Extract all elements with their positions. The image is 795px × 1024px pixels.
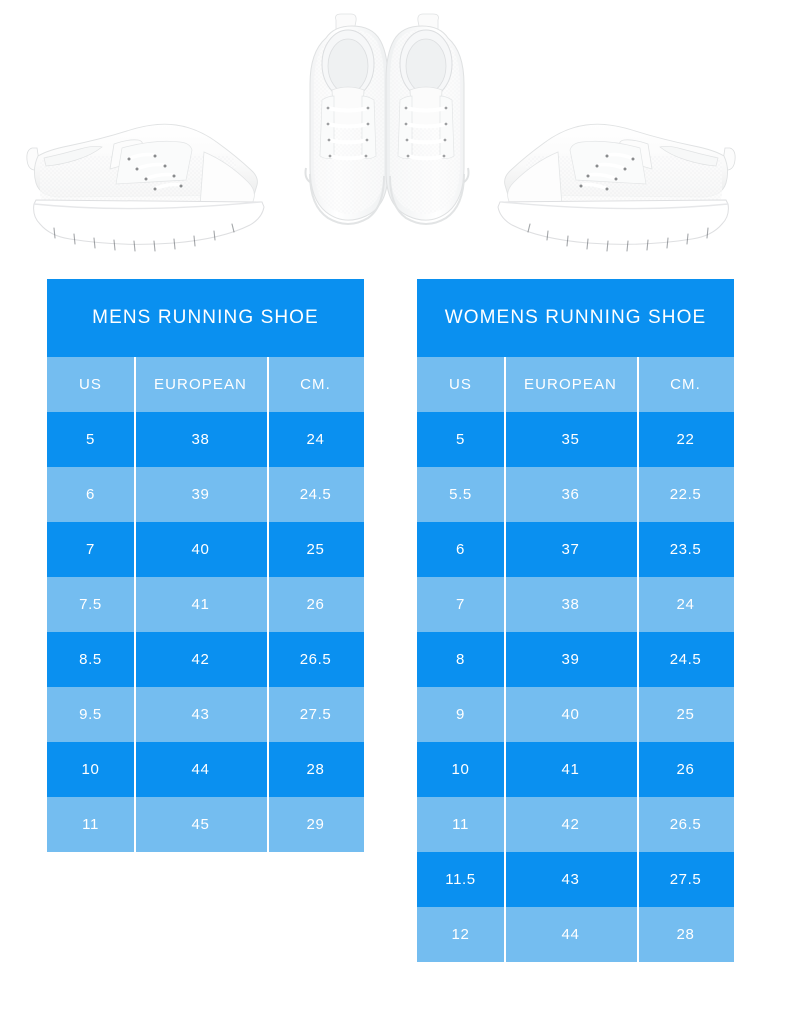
- cell-european: 38: [504, 577, 637, 632]
- cell-european: 36: [504, 467, 637, 522]
- mens-column-header-cm: CM.: [267, 357, 364, 412]
- cell-cm: 24.5: [267, 467, 364, 522]
- cell-cm: 26.5: [637, 797, 734, 852]
- cell-european: 38: [134, 412, 267, 467]
- cell-cm: 26: [267, 577, 364, 632]
- cell-cm: 24.5: [637, 632, 734, 687]
- cell-european: 40: [134, 522, 267, 577]
- cell-us: 7: [86, 541, 95, 558]
- cell-us: 12: [451, 926, 470, 943]
- table-row: 7.5 41 26: [47, 577, 364, 632]
- cell-us: 11: [82, 816, 99, 833]
- cell-us: 10: [451, 761, 470, 778]
- cell-us: 9: [456, 706, 465, 723]
- cell-european: 41: [504, 742, 637, 797]
- table-row: 6 39 24.5: [47, 467, 364, 522]
- cell-cm: 29: [267, 797, 364, 852]
- cell-european: 45: [134, 797, 267, 852]
- cell-cm: 23.5: [637, 522, 734, 577]
- table-row: 5.5 36 22.5: [417, 467, 734, 522]
- cell-us: 10: [81, 761, 100, 778]
- cell-us: 8: [456, 651, 465, 668]
- cell-european: 43: [504, 852, 637, 907]
- table-row: 9 40 25: [417, 687, 734, 742]
- cell-us: 8.5: [79, 651, 102, 668]
- cell-cm: 25: [267, 522, 364, 577]
- table-row: 11 42 26.5: [417, 797, 734, 852]
- cell-european: 39: [134, 467, 267, 522]
- table-row: 11 45 29: [47, 797, 364, 852]
- cell-european: 44: [504, 907, 637, 962]
- table-row: 9.5 43 27.5: [47, 687, 364, 742]
- womens-column-header-european: EUROPEAN: [504, 357, 637, 412]
- table-row: 7 40 25: [47, 522, 364, 577]
- table-row: 8 39 24.5: [417, 632, 734, 687]
- shoe-side-right-facing-image: [492, 112, 744, 252]
- cell-cm: 24: [267, 412, 364, 467]
- table-row: 10 41 26: [417, 742, 734, 797]
- womens-column-header-row: US EUROPEAN CM.: [417, 357, 734, 412]
- cell-european: 42: [504, 797, 637, 852]
- cell-european: 37: [504, 522, 637, 577]
- cell-cm: 24: [637, 577, 734, 632]
- cell-european: 35: [504, 412, 637, 467]
- mens-column-header-us: US: [78, 376, 103, 393]
- table-row: 10 44 28: [47, 742, 364, 797]
- mens-column-header-european: EUROPEAN: [134, 357, 267, 412]
- table-row: 6 37 23.5: [417, 522, 734, 577]
- product-photo-strip: [0, 0, 795, 268]
- mens-size-table: MENS RUNNING SHOE US EUROPEAN CM. 5 38 2…: [47, 279, 364, 852]
- cell-european: 39: [504, 632, 637, 687]
- cell-us: 9.5: [79, 706, 102, 723]
- cell-cm: 28: [267, 742, 364, 797]
- cell-cm: 27.5: [637, 852, 734, 907]
- table-row: 7 38 24: [417, 577, 734, 632]
- table-row: 5 38 24: [47, 412, 364, 467]
- womens-column-header-cm: CM.: [637, 357, 734, 412]
- cell-us: 7.5: [79, 596, 102, 613]
- cell-european: 42: [134, 632, 267, 687]
- womens-table-title: WOMENS RUNNING SHOE: [417, 279, 734, 357]
- cell-cm: 26: [637, 742, 734, 797]
- womens-size-table: WOMENS RUNNING SHOE US EUROPEAN CM. 5 35…: [417, 279, 734, 962]
- cell-cm: 26.5: [267, 632, 364, 687]
- cell-us: 5: [456, 431, 465, 448]
- cell-us: 7: [456, 596, 465, 613]
- cell-us: 5.5: [449, 486, 472, 503]
- shoe-pair-top-view-image: [296, 8, 478, 258]
- table-row: 5 35 22: [417, 412, 734, 467]
- table-row: 11.5 43 27.5: [417, 852, 734, 907]
- cell-cm: 22.5: [637, 467, 734, 522]
- cell-european: 43: [134, 687, 267, 742]
- cell-cm: 27.5: [267, 687, 364, 742]
- mens-column-header-row: US EUROPEAN CM.: [47, 357, 364, 412]
- womens-column-header-us: US: [448, 376, 473, 393]
- cell-cm: 22: [637, 412, 734, 467]
- table-row: 8.5 42 26.5: [47, 632, 364, 687]
- cell-us: 11.5: [445, 871, 476, 888]
- cell-european: 40: [504, 687, 637, 742]
- cell-european: 41: [134, 577, 267, 632]
- cell-us: 11: [452, 816, 469, 833]
- cell-us: 6: [86, 486, 95, 503]
- cell-cm: 28: [637, 907, 734, 962]
- cell-us: 5: [86, 431, 95, 448]
- cell-cm: 25: [637, 687, 734, 742]
- cell-us: 6: [456, 541, 465, 558]
- cell-european: 44: [134, 742, 267, 797]
- table-row: 12 44 28: [417, 907, 734, 962]
- mens-table-title: MENS RUNNING SHOE: [47, 279, 364, 357]
- shoe-side-left-facing-image: [18, 112, 270, 252]
